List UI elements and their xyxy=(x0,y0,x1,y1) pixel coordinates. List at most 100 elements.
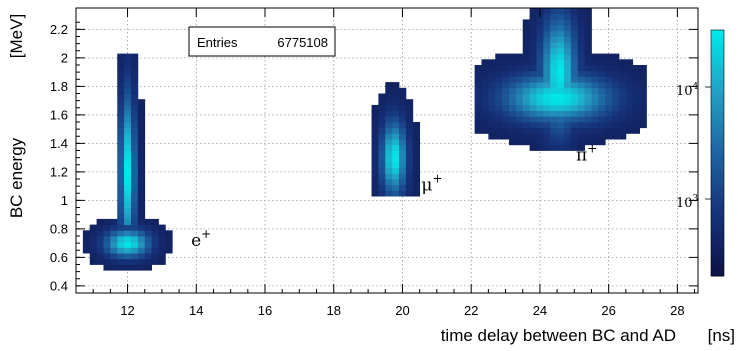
heatmap-cell xyxy=(584,36,592,43)
heatmap-cell xyxy=(577,110,585,117)
heatmap-cell xyxy=(598,110,606,117)
heatmap-cell xyxy=(584,93,592,100)
y-tick-label: 1.2 xyxy=(50,164,68,179)
heatmap-cell xyxy=(488,87,496,94)
heatmap-cell xyxy=(529,122,537,129)
heatmap-cell xyxy=(130,241,139,248)
heatmap-cell xyxy=(137,116,146,123)
heatmap-cell xyxy=(612,133,620,140)
heatmap-cell xyxy=(543,36,551,43)
heatmap-cell xyxy=(399,156,407,163)
heatmap-cell xyxy=(508,104,517,111)
heatmap-cell xyxy=(371,184,379,191)
heatmap-cell xyxy=(550,19,558,26)
heatmap-cell xyxy=(639,116,647,123)
heatmap-cell xyxy=(378,139,386,146)
heatmap-cell xyxy=(591,53,599,60)
heatmap-cell xyxy=(536,133,544,140)
y-tick-label: 1 xyxy=(61,193,68,208)
colorbar-step xyxy=(711,255,724,261)
heatmap-cell xyxy=(399,116,407,123)
colorbar-step xyxy=(711,247,724,252)
heatmap-cell xyxy=(591,93,599,100)
heatmap-cell xyxy=(110,241,118,248)
heatmap-cell xyxy=(543,47,551,54)
heatmap-cell xyxy=(165,247,173,254)
heatmap-cell xyxy=(412,184,421,191)
heatmap-cell xyxy=(570,36,579,43)
heatmap-cell xyxy=(378,133,386,140)
heatmap-cell xyxy=(612,99,620,106)
heatmap-cell xyxy=(412,161,421,168)
particle-label-sup: + xyxy=(587,141,597,155)
heatmap-cell xyxy=(117,87,125,94)
heatmap-cell xyxy=(550,127,558,134)
heatmap-cell xyxy=(130,236,139,243)
heatmap-cell xyxy=(117,99,125,106)
heatmap-cell xyxy=(598,104,606,111)
heatmap-cell xyxy=(577,65,585,72)
heatmap-cell xyxy=(82,230,91,237)
heatmap-cell xyxy=(399,144,407,151)
heatmap-cell xyxy=(378,122,386,129)
heatmap-cell xyxy=(96,230,104,237)
heatmap-cell xyxy=(605,133,613,140)
heatmap-cell xyxy=(598,99,606,106)
heatmap-cell xyxy=(130,230,139,237)
heatmap-cell xyxy=(481,87,489,94)
heatmap-cell xyxy=(529,87,537,94)
colorbar-label-1e3-base: 10 xyxy=(676,196,693,211)
particle-label-base: π xyxy=(576,145,587,165)
heatmap-cell xyxy=(124,213,132,220)
heatmap-cell xyxy=(385,127,393,134)
heatmap-cell xyxy=(508,70,517,77)
heatmap-cell xyxy=(137,99,146,106)
heatmap-cell xyxy=(117,144,125,151)
heatmap-cell xyxy=(543,110,551,117)
heatmap-cell xyxy=(96,218,104,225)
heatmap-cell xyxy=(392,122,400,129)
colorbar-step xyxy=(711,42,724,47)
heatmap-cell xyxy=(529,13,537,20)
heatmap-cell xyxy=(563,99,572,106)
heatmap-cell xyxy=(550,82,558,89)
heatmap-cell xyxy=(639,110,647,117)
heatmap-cell xyxy=(385,122,393,129)
heatmap-cell xyxy=(563,133,572,140)
heatmap-cell xyxy=(550,30,558,37)
heatmap-cell xyxy=(543,104,551,111)
heatmap-cell xyxy=(130,144,139,151)
heatmap-cell xyxy=(399,173,407,180)
heatmap-cell xyxy=(625,99,634,106)
heatmap-cell xyxy=(399,87,407,94)
heatmap-cell xyxy=(550,36,558,43)
heatmap-cell xyxy=(399,127,407,134)
heatmap-cell xyxy=(563,59,572,66)
colorbar-step xyxy=(711,112,724,117)
heatmap-cell xyxy=(557,99,565,106)
x-tick-label: 14 xyxy=(189,303,203,318)
heatmap-cell xyxy=(570,8,579,15)
heatmap-cell xyxy=(130,76,139,83)
heatmap-cell xyxy=(536,70,544,77)
heatmap-cell xyxy=(392,144,400,151)
heatmap-cell xyxy=(103,224,111,231)
heatmap-cell xyxy=(488,110,496,117)
heatmap-cell xyxy=(515,122,524,129)
heatmap-cell xyxy=(378,99,386,106)
heatmap-cell xyxy=(137,161,146,168)
heatmap-cell xyxy=(117,65,125,72)
heatmap-cell xyxy=(618,87,627,94)
heatmap-cell xyxy=(371,144,379,151)
heatmap-cell xyxy=(522,19,531,26)
heatmap-cell xyxy=(529,30,537,37)
y-tick-label: 1.8 xyxy=(50,79,68,94)
heatmap-cell xyxy=(577,122,585,129)
heatmap-cell xyxy=(618,65,627,72)
heatmap-cell xyxy=(508,139,517,146)
colorbar-step xyxy=(711,71,724,76)
colorbar-step xyxy=(711,271,724,277)
heatmap-cell xyxy=(612,116,620,123)
heatmap-cell xyxy=(385,184,393,191)
heatmap-cell xyxy=(103,258,111,265)
